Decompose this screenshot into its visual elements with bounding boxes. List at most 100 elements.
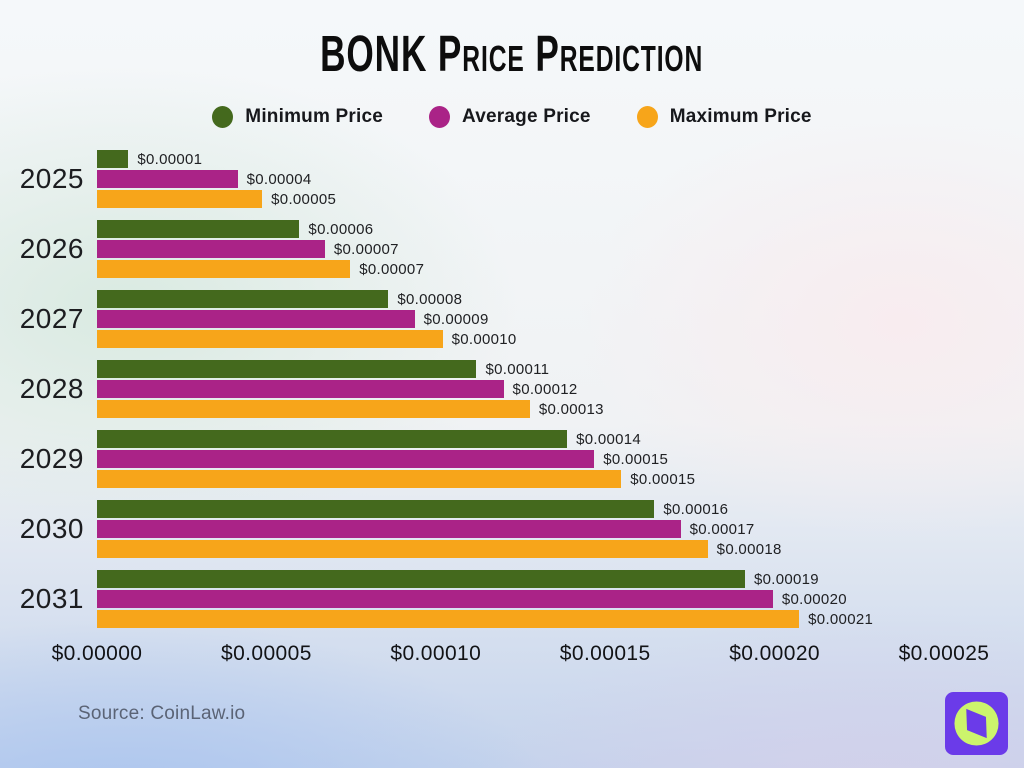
chart-row: 2030 $0.00016 $0.00017 $0.00018 [0, 500, 1024, 558]
x-tick: $0.00025 [898, 642, 990, 665]
bar-value-label: $0.00013 [538, 400, 604, 418]
bar-value-label: $0.00012 [512, 380, 578, 398]
x-tick: $0.00015 [559, 642, 651, 665]
chart-row: 2029 $0.00014 $0.00015 $0.00015 [0, 430, 1024, 488]
chart-row: 2027 $0.00008 $0.00009 $0.00010 [0, 290, 1024, 348]
bar-value-label: $0.00015 [630, 470, 696, 488]
bar-group: $0.00011 $0.00012 $0.00013 [97, 360, 944, 418]
bar-value-label: $0.00005 [271, 190, 337, 208]
year-label: 2028 [19, 373, 84, 404]
bar-value-label: $0.00007 [333, 240, 399, 258]
chart-row: 2025 $0.00001 $0.00004 $0.00005 [0, 150, 1024, 208]
bar-minimum-price [97, 290, 389, 308]
bar-group: $0.00019 $0.00020 $0.00021 [97, 570, 944, 628]
bar-line: $0.00007 [97, 260, 944, 278]
year-label: 2030 [19, 513, 84, 544]
bar-value-label: $0.00001 [137, 150, 203, 168]
bar-value-label: $0.00007 [359, 260, 425, 278]
bar-line: $0.00008 [97, 290, 944, 308]
legend-item-average: Average Price [429, 106, 591, 128]
bar-average-price [97, 310, 415, 328]
bar-line: $0.00005 [97, 190, 944, 208]
bar-value-label: $0.00010 [451, 330, 517, 348]
bar-maximum-price [97, 190, 263, 208]
bar-minimum-price [97, 360, 477, 378]
bar-value-label: $0.00015 [603, 450, 669, 468]
chart-legend: Minimum Price Average Price Maximum Pric… [0, 106, 1024, 128]
bar-line: $0.00019 [97, 570, 944, 588]
bar-minimum-price [97, 570, 745, 588]
average-price-dot-icon [429, 106, 451, 128]
bar-average-price [97, 380, 504, 398]
bar-maximum-price [97, 610, 800, 628]
bar-minimum-price [97, 220, 300, 238]
bar-group: $0.00014 $0.00015 $0.00015 [97, 430, 944, 488]
bar-value-label: $0.00014 [576, 430, 642, 448]
bar-value-label: $0.00021 [808, 610, 874, 628]
bar-value-label: $0.00008 [397, 290, 463, 308]
bar-line: $0.00017 [97, 520, 944, 538]
legend-item-minimum: Minimum Price [212, 106, 383, 128]
bar-maximum-price [97, 470, 622, 488]
bar-line: $0.00013 [97, 400, 944, 418]
bar-average-price [97, 240, 325, 258]
bar-average-price [97, 170, 238, 188]
bar-line: $0.00015 [97, 450, 944, 468]
bar-group: $0.00008 $0.00009 $0.00010 [97, 290, 944, 348]
bar-maximum-price [97, 330, 443, 348]
bar-maximum-price [97, 540, 708, 558]
x-axis: $0.00000 $0.00005 $0.00010 $0.00015 $0.0… [52, 642, 989, 672]
page-title: BONK Price Prediction [320, 26, 704, 83]
compass-icon [945, 692, 1008, 755]
year-label: 2027 [19, 303, 84, 334]
legend-label: Average Price [462, 106, 591, 127]
bar-value-label: $0.00017 [689, 520, 755, 538]
chart-row: 2026 $0.00006 $0.00007 $0.00007 [0, 220, 1024, 278]
bar-line: $0.00014 [97, 430, 944, 448]
legend-label: Minimum Price [245, 106, 384, 127]
x-tick: $0.00010 [390, 642, 482, 665]
chart-row: 2031 $0.00019 $0.00020 $0.00021 [0, 570, 1024, 628]
coinlaw-logo [945, 692, 1008, 755]
minimum-price-dot-icon [212, 106, 234, 128]
bar-group: $0.00016 $0.00017 $0.00018 [97, 500, 944, 558]
bar-average-price [97, 520, 681, 538]
bar-minimum-price [97, 150, 129, 168]
legend-item-maximum: Maximum Price [636, 106, 812, 128]
chart-row: 2028 $0.00011 $0.00012 $0.00013 [0, 360, 1024, 418]
bar-line: $0.00001 [97, 150, 944, 168]
bar-minimum-price [97, 430, 568, 448]
legend-label: Maximum Price [669, 106, 812, 127]
year-label: 2025 [19, 163, 84, 194]
bar-maximum-price [97, 260, 351, 278]
bar-value-label: $0.00019 [753, 570, 819, 588]
bar-minimum-price [97, 500, 655, 518]
bar-line: $0.00012 [97, 380, 944, 398]
bar-line: $0.00018 [97, 540, 944, 558]
year-label: 2031 [19, 583, 84, 614]
bar-average-price [97, 450, 595, 468]
bar-line: $0.00016 [97, 500, 944, 518]
bar-line: $0.00009 [97, 310, 944, 328]
bar-line: $0.00007 [97, 240, 944, 258]
bar-maximum-price [97, 400, 530, 418]
bar-value-label: $0.00016 [663, 500, 729, 518]
bar-average-price [97, 590, 773, 608]
bar-line: $0.00015 [97, 470, 944, 488]
bar-value-label: $0.00020 [781, 590, 847, 608]
x-tick: $0.00020 [729, 642, 820, 665]
year-label: 2026 [19, 233, 84, 264]
bar-line: $0.00010 [97, 330, 944, 348]
bar-line: $0.00006 [97, 220, 944, 238]
bar-chart: 2025 $0.00001 $0.00004 $0.00005 2026 $0.00006… [0, 150, 1024, 640]
source-credit: Source: CoinLaw.io [78, 703, 246, 724]
year-label: 2029 [19, 443, 84, 474]
bar-line: $0.00011 [97, 360, 944, 378]
bar-line: $0.00020 [97, 590, 944, 608]
bar-value-label: $0.00018 [716, 540, 782, 558]
bar-value-label: $0.00009 [423, 310, 489, 328]
bar-group: $0.00006 $0.00007 $0.00007 [97, 220, 944, 278]
bar-value-label: $0.00004 [246, 170, 312, 188]
bar-value-label: $0.00011 [485, 360, 550, 378]
